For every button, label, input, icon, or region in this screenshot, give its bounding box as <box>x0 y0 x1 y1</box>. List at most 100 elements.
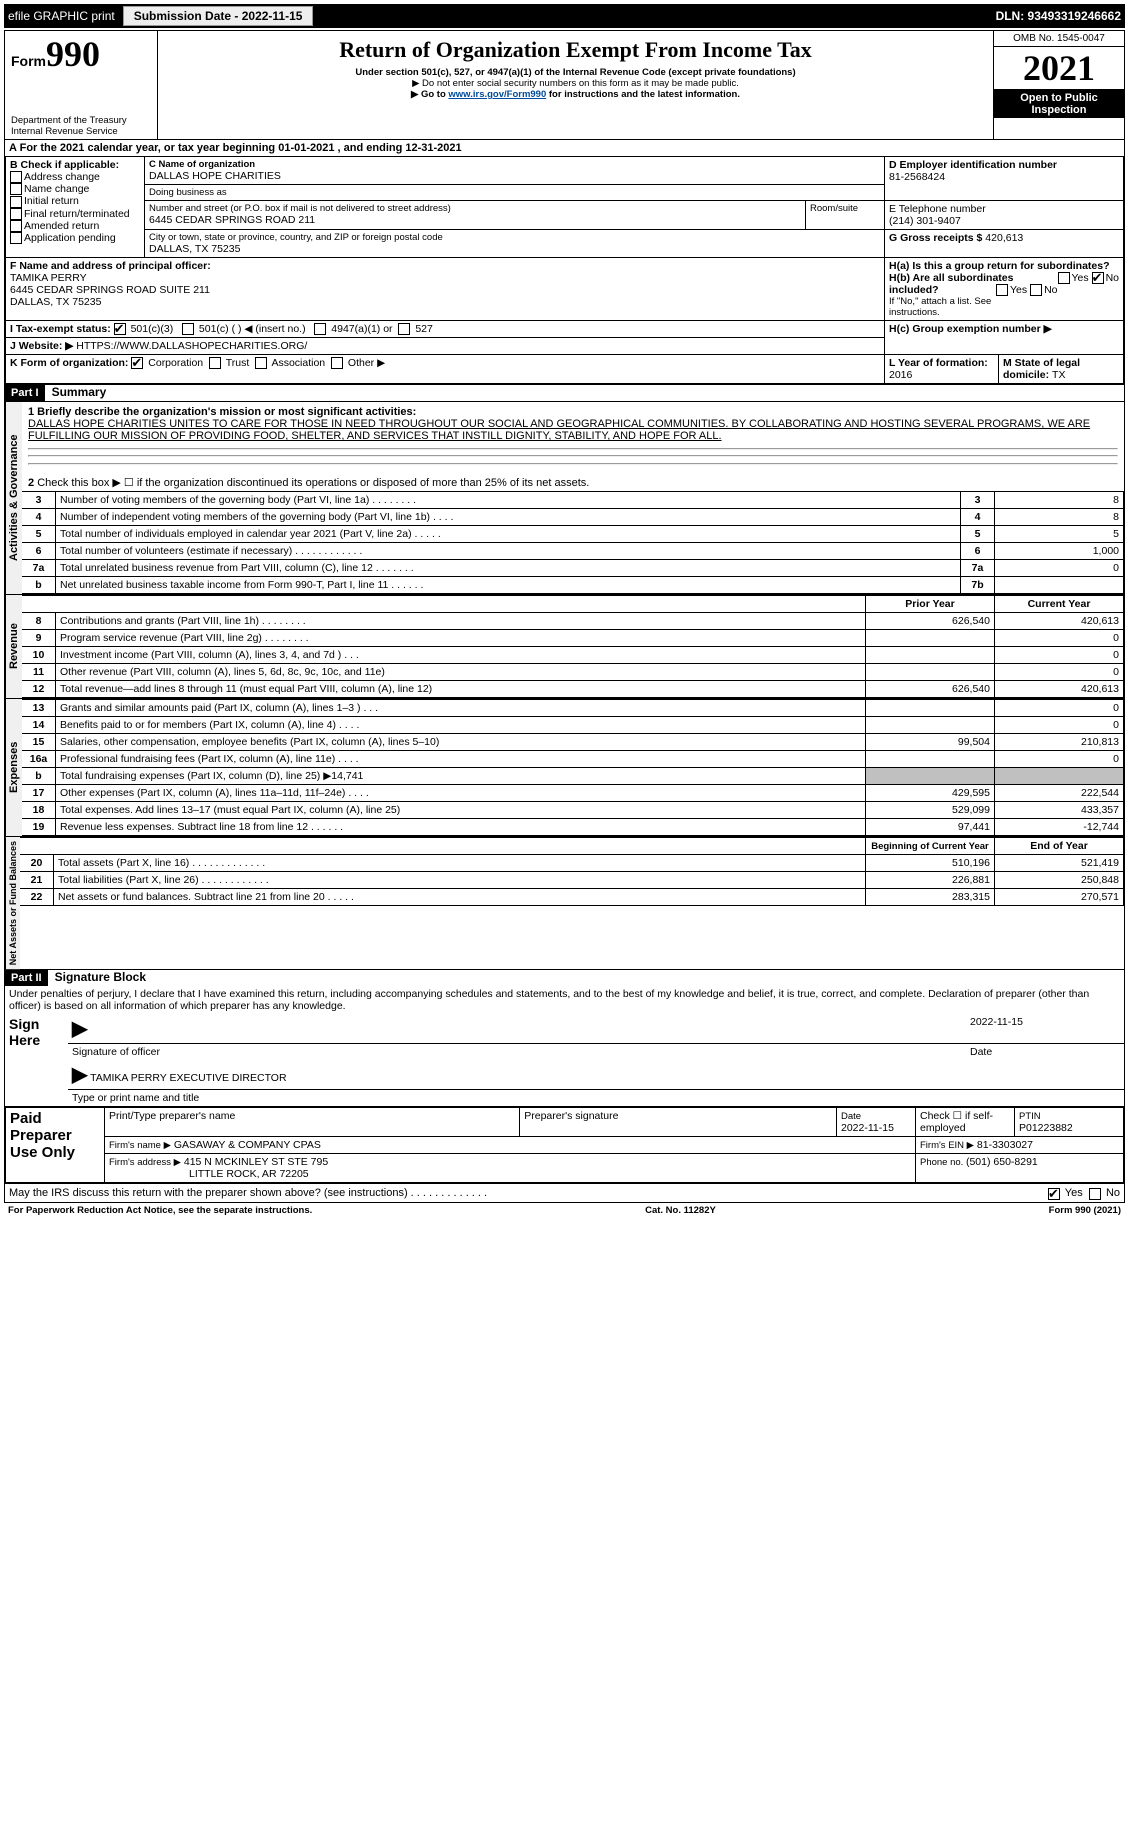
prep-self-emp: Check ☐ if self-employed <box>916 1107 1015 1137</box>
year-formed: 2016 <box>889 369 912 381</box>
side-expenses: Expenses <box>5 699 22 836</box>
hc-label: H(c) Group exemption number ▶ <box>889 323 1119 335</box>
check-501c[interactable] <box>182 323 194 335</box>
city-value: DALLAS, TX 75235 <box>149 243 880 255</box>
officer-addr1: 6445 CEDAR SPRINGS ROAD SUITE 211 <box>10 284 880 296</box>
part2-badge: Part II <box>5 970 48 986</box>
check-trust[interactable] <box>209 357 221 369</box>
sign-here-table: Sign Here ▶ 2022-11-15 Signature of offi… <box>5 1014 1124 1106</box>
part2-header-row: Part II Signature Block <box>5 969 1124 986</box>
form-subtitle: Under section 501(c), 527, or 4947(a)(1)… <box>164 67 987 78</box>
phone-value: (214) 301-9407 <box>889 215 1119 227</box>
goto-note: ▶ Go to www.irs.gov/Form990 for instruct… <box>164 89 987 100</box>
col-current: Current Year <box>995 596 1124 613</box>
check-527[interactable] <box>398 323 410 335</box>
check-501c3[interactable] <box>114 323 126 335</box>
form-container: Form990 Department of the Treasury Inter… <box>4 30 1125 1203</box>
pra-notice: For Paperwork Reduction Act Notice, see … <box>8 1205 312 1216</box>
sign-here-label: Sign Here <box>5 1014 68 1060</box>
table-row: bTotal fundraising expenses (Part IX, co… <box>22 768 1124 785</box>
open-public-label: Open to Public Inspection <box>994 89 1124 118</box>
rev-table: Prior Year Current Year 8Contributions a… <box>22 595 1124 698</box>
city-label: City or town, state or province, country… <box>149 232 880 243</box>
form-title: Return of Organization Exempt From Incom… <box>164 37 987 63</box>
table-row: 13Grants and similar amounts paid (Part … <box>22 700 1124 717</box>
firm-name: GASAWAY & COMPANY CPAS <box>174 1139 321 1151</box>
box-k-label: K Form of organization: <box>10 357 128 369</box>
table-row: 17Other expenses (Part IX, column (A), l… <box>22 785 1124 802</box>
period-line-a: A For the 2021 calendar year, or tax yea… <box>5 139 1124 156</box>
omb-label: OMB No. 1545-0047 <box>994 31 1124 46</box>
sig-date-val: 2022-11-15 <box>966 1014 1124 1044</box>
website-value: HTTPS://WWW.DALLASHOPECHARITIES.ORG/ <box>76 340 307 352</box>
part1-header-row: Part I Summary <box>5 384 1124 401</box>
side-revenue: Revenue <box>5 595 22 698</box>
ein-value: 81-2568424 <box>889 171 1119 183</box>
room-label: Room/suite <box>810 203 880 214</box>
side-activities: Activities & Governance <box>5 402 22 594</box>
box-c-label: C Name of organization <box>149 159 880 170</box>
part1-title: Summary <box>48 385 107 399</box>
dln-label: DLN: 93493319246662 <box>996 9 1121 23</box>
table-row: 9Program service revenue (Part VIII, lin… <box>22 630 1124 647</box>
officer-addr2: DALLAS, TX 75235 <box>10 296 880 308</box>
table-row: 6Total number of volunteers (estimate if… <box>22 543 1124 560</box>
discuss-no[interactable] <box>1089 1188 1101 1200</box>
check-corp[interactable] <box>131 357 143 369</box>
table-row: 20Total assets (Part X, line 16) . . . .… <box>20 855 1124 872</box>
table-row: 4Number of independent voting members of… <box>22 509 1124 526</box>
ssn-note: ▶ Do not enter social security numbers o… <box>164 78 987 89</box>
table-row: 22Net assets or fund balances. Subtract … <box>20 889 1124 906</box>
table-row: 16aProfessional fundraising fees (Part I… <box>22 751 1124 768</box>
officer-name: TAMIKA PERRY <box>10 272 880 284</box>
firm-addr2: LITTLE ROCK, AR 72205 <box>109 1168 309 1180</box>
check-final[interactable]: Final return/terminated <box>10 208 140 220</box>
l1-label: 1 Briefly describe the organization's mi… <box>28 406 1118 418</box>
form-header: Form990 Department of the Treasury Inter… <box>5 31 1124 139</box>
table-row: 11Other revenue (Part VIII, column (A), … <box>22 664 1124 681</box>
table-row: 8Contributions and grants (Part VIII, li… <box>22 613 1124 630</box>
col-begin: Beginning of Current Year <box>866 838 995 855</box>
check-address[interactable]: Address change <box>10 171 140 183</box>
check-amended[interactable]: Amended return <box>10 220 140 232</box>
check-4947[interactable] <box>314 323 326 335</box>
perjury-decl: Under penalties of perjury, I declare th… <box>5 986 1124 1014</box>
ha-row: H(a) Is this a group return for subordin… <box>889 260 1119 272</box>
hb-note: If "No," attach a list. See instructions… <box>889 296 1119 318</box>
table-row: 10Investment income (Part VIII, column (… <box>22 647 1124 664</box>
table-row: 15Salaries, other compensation, employee… <box>22 734 1124 751</box>
part1-badge: Part I <box>5 385 45 401</box>
discuss-row: May the IRS discuss this return with the… <box>5 1183 1124 1202</box>
firm-ein: 81-3303027 <box>977 1139 1033 1151</box>
irs-link[interactable]: www.irs.gov/Form990 <box>448 89 546 100</box>
paid-preparer-table: Paid Preparer Use Only Print/Type prepar… <box>5 1106 1124 1183</box>
ag-table: 3Number of voting members of the governi… <box>22 491 1124 594</box>
box-g-label: G Gross receipts $ <box>889 232 985 244</box>
check-other[interactable] <box>331 357 343 369</box>
ptin-value: P01223882 <box>1019 1122 1073 1134</box>
table-row: 7aTotal unrelated business revenue from … <box>22 560 1124 577</box>
gross-receipts: 420,613 <box>985 232 1023 244</box>
submission-date-button[interactable]: Submission Date - 2022-11-15 <box>123 6 314 26</box>
box-f-label: F Name and address of principal officer: <box>10 260 880 272</box>
state-domicile: TX <box>1052 369 1065 381</box>
paid-prep-label: Paid Preparer Use Only <box>6 1107 105 1183</box>
l2-text: 2 Check this box ▶ ☐ if the organization… <box>22 474 1124 491</box>
check-initial[interactable]: Initial return <box>10 195 140 207</box>
discuss-yes[interactable] <box>1048 1188 1060 1200</box>
check-assoc[interactable] <box>255 357 267 369</box>
check-pending[interactable]: Application pending <box>10 232 140 244</box>
box-b-label: B Check if applicable: <box>10 159 140 171</box>
irs-label: Internal Revenue Service <box>11 126 151 137</box>
street-value: 6445 CEDAR SPRINGS ROAD 211 <box>149 214 801 226</box>
prep-sig-label: Preparer's signature <box>520 1107 837 1137</box>
efile-top-bar: efile GRAPHIC print Submission Date - 20… <box>4 4 1125 28</box>
dba-label: Doing business as <box>149 187 880 198</box>
street-label: Number and street (or P.O. box if mail i… <box>149 203 801 214</box>
box-i-label: I Tax-exempt status: <box>10 323 111 335</box>
table-row: 12Total revenue—add lines 8 through 11 (… <box>22 681 1124 698</box>
table-row: 14Benefits paid to or for members (Part … <box>22 717 1124 734</box>
check-name[interactable]: Name change <box>10 183 140 195</box>
box-e-label: E Telephone number <box>889 203 1119 215</box>
col-prior: Prior Year <box>866 596 995 613</box>
